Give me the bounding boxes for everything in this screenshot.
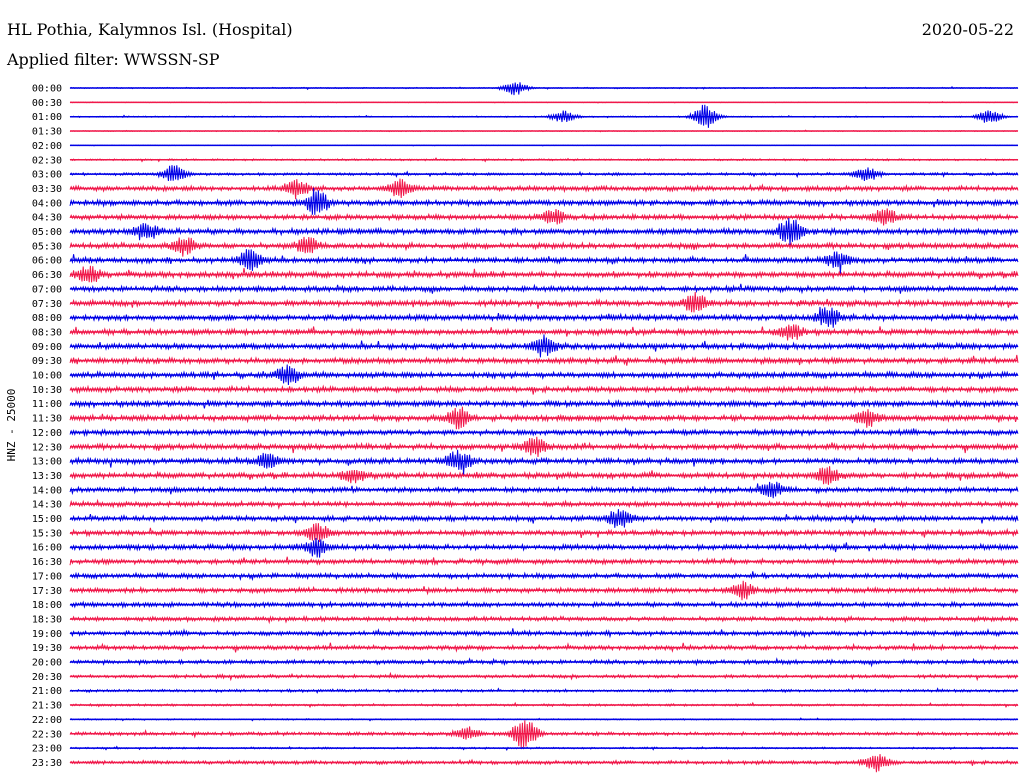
row-label: 17:30 (32, 586, 62, 597)
station-title: HL Pothia, Kalymnos Isl. (Hospital) (7, 20, 293, 39)
row-label: 10:30 (32, 385, 62, 396)
row-label: 13:00 (32, 457, 62, 468)
row-label: 04:30 (32, 213, 62, 224)
row-label: 15:00 (32, 514, 62, 525)
row-label: 03:00 (32, 170, 62, 181)
row-label: 01:00 (32, 112, 62, 123)
row-label: 05:30 (32, 241, 62, 252)
row-label: 20:30 (32, 672, 62, 683)
trace-line (69, 384, 1019, 395)
row-label: 10:00 (32, 371, 62, 382)
trace-line (69, 236, 1019, 257)
trace-line (69, 291, 1019, 313)
row-label: 17:00 (32, 571, 62, 582)
row-label: 04:00 (32, 198, 62, 209)
trace-line (69, 249, 1019, 275)
trace-line (69, 187, 1019, 215)
row-label: 18:30 (32, 614, 62, 625)
row-label: 14:00 (32, 485, 62, 496)
row-label: 22:30 (32, 729, 62, 740)
row-label: 21:00 (32, 686, 62, 697)
row-label: 08:00 (32, 313, 62, 324)
row-label: 00:30 (32, 98, 62, 109)
row-label: 19:00 (32, 629, 62, 640)
row-label: 08:30 (32, 327, 62, 338)
row-label: 06:00 (32, 256, 62, 267)
row-label: 07:00 (32, 284, 62, 295)
row-label: 11:30 (32, 414, 62, 425)
trace-line (69, 449, 1019, 475)
row-label: 23:30 (32, 758, 62, 769)
row-label: 06:30 (32, 270, 62, 281)
row-label: 00:00 (32, 84, 62, 95)
row-label: 18:00 (32, 600, 62, 611)
row-label: 15:30 (32, 528, 62, 539)
trace-line (69, 208, 1019, 226)
row-label: 19:30 (32, 643, 62, 654)
row-label: 07:30 (32, 299, 62, 310)
y-axis-label: HNZ - 25000 (5, 389, 18, 462)
row-label: 20:00 (32, 658, 62, 669)
row-label: 02:00 (32, 141, 62, 152)
row-label: 05:00 (32, 227, 62, 238)
filter-label: Applied filter: WWSSN-SP (7, 50, 220, 69)
date-label: 2020-05-22 (921, 20, 1014, 39)
row-label: 09:30 (32, 356, 62, 367)
row-label: 16:30 (32, 557, 62, 568)
row-label: 16:00 (32, 543, 62, 554)
trace-line (69, 165, 1019, 182)
trace-line (69, 628, 1019, 639)
row-label: 23:00 (32, 744, 62, 755)
row-label: 02:30 (32, 155, 62, 166)
row-label: 03:30 (32, 184, 62, 195)
row-label: 13:30 (32, 471, 62, 482)
row-label: 11:00 (32, 399, 62, 410)
row-label: 14:30 (32, 500, 62, 511)
row-label: 12:30 (32, 442, 62, 453)
row-label: 21:30 (32, 701, 62, 712)
row-label: 22:00 (32, 715, 62, 726)
row-label: 01:30 (32, 127, 62, 138)
row-label: 09:00 (32, 342, 62, 353)
row-label: 12:00 (32, 428, 62, 439)
